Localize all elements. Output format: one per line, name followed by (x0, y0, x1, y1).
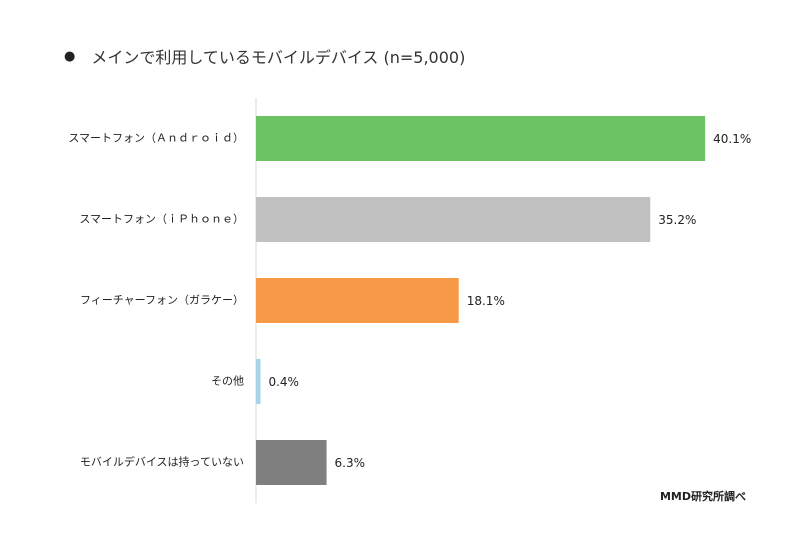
category-label: スマートフォン（Ａｎｄｒｏｉｄ） (68, 132, 244, 145)
category-label: スマートフォン（ｉＰｈｏｎｅ） (79, 213, 244, 226)
bar (256, 359, 261, 404)
data-label: 0.4% (268, 375, 299, 389)
chart-title: ● メインで利用しているモバイルデバイス (n=5,000) (64, 44, 465, 68)
category-label: モバイルデバイスは持っていない (80, 455, 244, 469)
title-text: メインで利用しているモバイルデバイス (n=5,000) (91, 48, 466, 67)
bar (256, 440, 327, 485)
category-label: その他 (211, 375, 244, 388)
data-label: 35.2% (658, 213, 696, 227)
title-bullet: ● (64, 48, 76, 64)
bar (256, 197, 651, 242)
bar (256, 116, 706, 161)
data-label: 6.3% (335, 456, 366, 470)
bar (256, 278, 459, 323)
data-label: 40.1% (713, 132, 751, 146)
category-label: フィーチャーフォン（ガラケー） (80, 294, 244, 307)
source-note: MMD研究所調べ (659, 490, 746, 503)
data-label: 18.1% (467, 294, 505, 308)
